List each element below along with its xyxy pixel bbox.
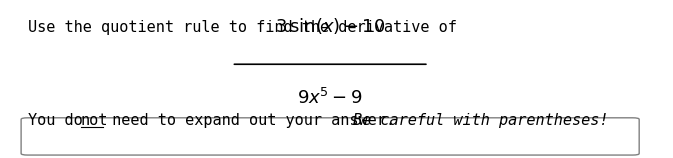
Text: need to expand out your answer.: need to expand out your answer.: [103, 113, 404, 128]
Text: Use the quotient rule to find the derivative of: Use the quotient rule to find the deriva…: [28, 20, 456, 35]
Text: not: not: [81, 113, 108, 128]
Text: Be careful with parentheses!: Be careful with parentheses!: [353, 113, 608, 128]
FancyBboxPatch shape: [21, 118, 639, 155]
Text: $9x^5 - 9$: $9x^5 - 9$: [297, 88, 363, 108]
Text: $3\,\sin(x) - 10$: $3\,\sin(x) - 10$: [275, 15, 386, 36]
Text: You do: You do: [28, 113, 92, 128]
